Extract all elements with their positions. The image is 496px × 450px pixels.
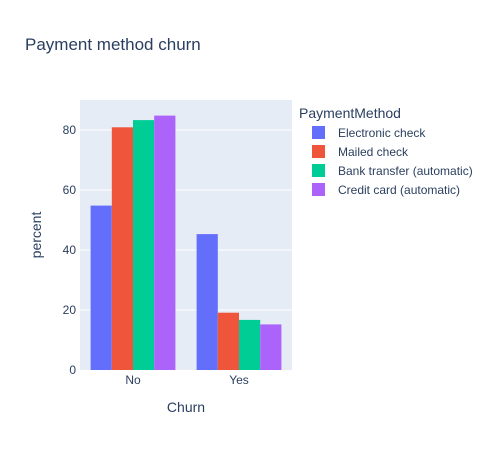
y-tick-label: 40 xyxy=(63,243,77,257)
y-tick-label: 20 xyxy=(63,303,77,317)
y-tick-label: 0 xyxy=(69,363,76,377)
legend-label: Mailed check xyxy=(338,145,409,159)
legend-item[interactable]: Mailed check xyxy=(312,145,409,159)
legend-label: Electronic check xyxy=(338,126,426,140)
legend: PaymentMethod Electronic check Mailed che… xyxy=(299,105,473,197)
legend-item[interactable]: Bank transfer (automatic) xyxy=(312,164,473,178)
x-tick-label: Yes xyxy=(229,373,249,387)
legend-swatch xyxy=(312,183,325,196)
bar[interactable] xyxy=(196,234,218,370)
y-tick-label: 80 xyxy=(63,123,77,137)
bar[interactable] xyxy=(90,205,112,370)
chart-title: Payment method churn xyxy=(25,35,201,54)
bar[interactable] xyxy=(260,324,282,370)
y-tick-label: 60 xyxy=(63,183,77,197)
legend-swatch xyxy=(312,164,325,177)
legend-items: Electronic check Mailed check Bank transfe… xyxy=(312,126,473,197)
legend-item[interactable]: Credit card (automatic) xyxy=(312,183,460,197)
bar[interactable] xyxy=(111,127,133,370)
bar[interactable] xyxy=(217,312,239,370)
legend-title: PaymentMethod xyxy=(299,105,401,121)
x-tick-label: No xyxy=(125,373,141,387)
bar[interactable] xyxy=(239,319,261,370)
y-axis-ticks: 0 20 40 60 80 xyxy=(63,123,77,377)
legend-swatch xyxy=(312,126,325,139)
legend-label: Credit card (automatic) xyxy=(338,183,460,197)
legend-swatch xyxy=(312,145,325,158)
legend-label: Bank transfer (automatic) xyxy=(338,164,473,178)
x-axis-title: Churn xyxy=(167,399,205,415)
bars xyxy=(90,115,282,370)
bar[interactable] xyxy=(154,115,176,370)
x-axis-ticks: No Yes xyxy=(125,373,248,387)
y-axis-title: percent xyxy=(28,212,44,259)
bar[interactable] xyxy=(133,120,155,370)
legend-item[interactable]: Electronic check xyxy=(312,126,426,140)
